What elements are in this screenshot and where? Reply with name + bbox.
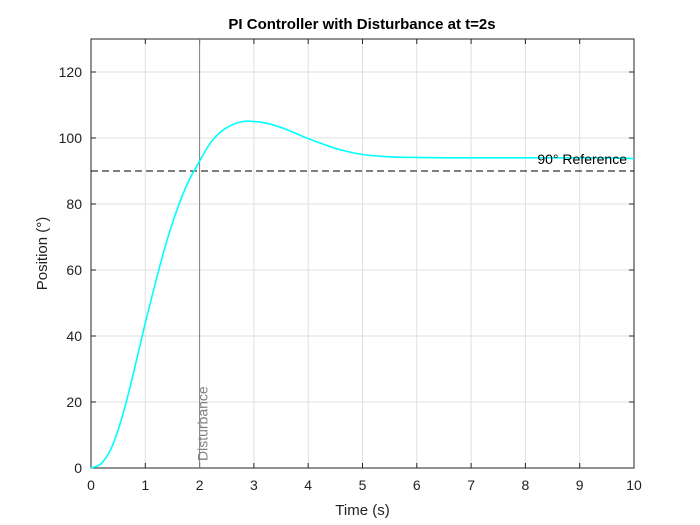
x-tick-label: 0 xyxy=(87,477,95,493)
y-tick-label: 60 xyxy=(66,262,82,278)
x-tick-label: 5 xyxy=(359,477,367,493)
lines xyxy=(90,39,635,469)
x-tick-label: 9 xyxy=(576,477,584,493)
reference-label: 90° Reference xyxy=(537,151,627,167)
y-tick-label: 120 xyxy=(59,64,83,80)
x-tick-label: 6 xyxy=(413,477,421,493)
y-tick-label: 100 xyxy=(59,130,83,146)
x-tick-label: 10 xyxy=(626,477,642,493)
chart-title: PI Controller with Disturbance at t=2s xyxy=(228,16,495,33)
disturbance-label: Disturbance xyxy=(195,386,211,461)
y-tick-label: 20 xyxy=(66,394,82,410)
grid xyxy=(90,39,635,469)
x-tick-label: 1 xyxy=(141,477,149,493)
y-tick-label: 80 xyxy=(66,196,82,212)
x-tick-label: 7 xyxy=(467,477,475,493)
x-tick-label: 4 xyxy=(304,477,312,493)
y-tick-label: 40 xyxy=(66,328,82,344)
y-tick-label: 0 xyxy=(74,460,82,476)
y-axis-label: Position (°) xyxy=(34,217,51,291)
series-line xyxy=(90,120,635,469)
x-axis-label: Time (s) xyxy=(335,502,389,519)
x-tick-label: 3 xyxy=(250,477,258,493)
x-tick-label: 8 xyxy=(522,477,530,493)
x-tick-label: 2 xyxy=(196,477,204,493)
